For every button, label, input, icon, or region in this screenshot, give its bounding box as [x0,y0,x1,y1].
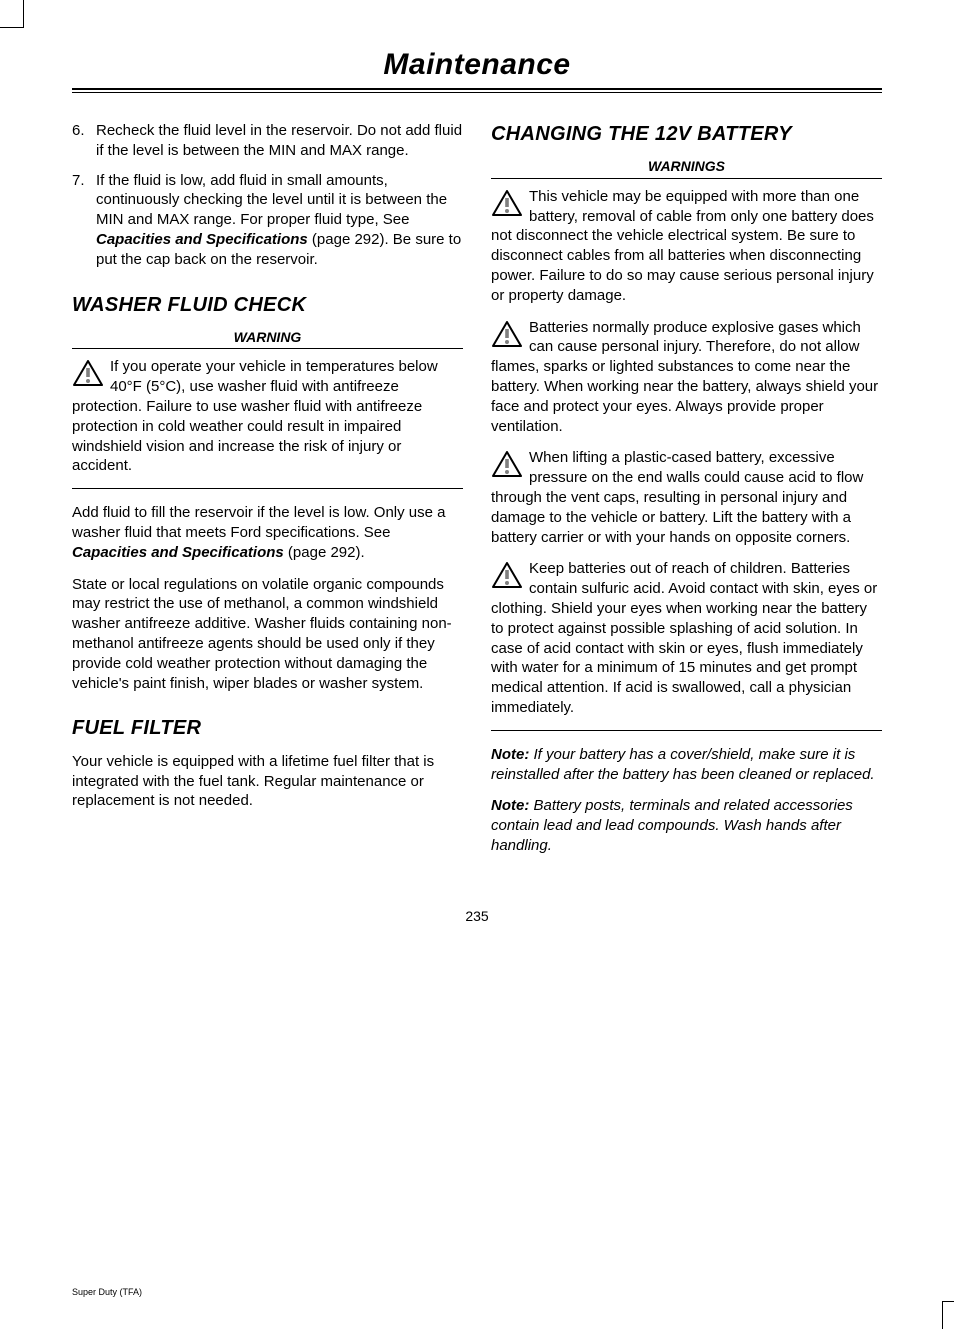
paragraph-fuel-filter: Your vehicle is equipped with a lifetime… [72,752,463,811]
warnings-rule-bottom [491,730,882,731]
note-text: If your battery has a cover/shield, make… [491,746,875,783]
warning-rule-top [72,348,463,349]
list-text: Recheck the fluid level in the reservoir… [96,121,463,161]
chapter-title: Maintenance [72,48,882,82]
footer-tag: Super Duty (TFA) [72,1287,142,1297]
text: (page 292). [284,544,365,561]
warning-triangle-icon [491,450,523,478]
warning-text: Keep batteries out of reach of children.… [491,560,877,716]
warnings-rule-top [491,178,882,179]
text: If the fluid is low, add fluid in small … [96,172,447,229]
title-rule-thin [72,92,882,93]
right-column: CHANGING THE 12V BATTERY WARNINGS This v… [491,121,882,868]
list-number: 7. [72,171,96,270]
warning-text: When lifting a plastic-cased battery, ex… [491,449,863,545]
note-label: Note: [491,797,529,814]
text: Add fluid to fill the reservoir if the l… [72,504,446,541]
list-item-6: 6. Recheck the fluid level in the reserv… [72,121,463,161]
paragraph-add-fluid: Add fluid to fill the reservoir if the l… [72,503,463,562]
heading-fuel-filter: FUEL FILTER [72,715,463,741]
note-label: Note: [491,746,529,763]
warnings-label: WARNINGS [491,157,882,175]
crop-mark-bottom-right [942,1301,954,1329]
left-column: 6. Recheck the fluid level in the reserv… [72,121,463,868]
list-number: 6. [72,121,96,161]
warning-block-1: This vehicle may be equipped with more t… [491,187,882,306]
warning-label: WARNING [72,328,463,346]
warning-text: This vehicle may be equipped with more t… [491,188,874,304]
title-rule-thick [72,88,882,90]
warning-text: If you operate your vehicle in temperatu… [72,358,438,474]
warning-block-2: Batteries normally produce explosive gas… [491,318,882,437]
heading-washer-fluid: WASHER FLUID CHECK [72,292,463,318]
note-2: Note: Battery posts, terminals and relat… [491,796,882,855]
paragraph-state-reg: State or local regulations on volatile o… [72,575,463,694]
warning-triangle-icon [491,561,523,589]
note-text: Battery posts, terminals and related acc… [491,797,853,854]
page-number: 235 [72,908,882,924]
warning-text: Batteries normally produce explosive gas… [491,319,878,435]
warning-triangle-icon [72,359,104,387]
warning-triangle-icon [491,320,523,348]
warning-rule-bottom [72,488,463,489]
list-text: If the fluid is low, add fluid in small … [96,171,463,270]
heading-12v-battery: CHANGING THE 12V BATTERY [491,121,882,147]
xref-capacities: Capacities and Specifications [96,231,308,248]
note-1: Note: If your battery has a cover/shield… [491,745,882,785]
warning-triangle-icon [491,189,523,217]
warning-block-4: Keep batteries out of reach of children.… [491,559,882,717]
xref-capacities: Capacities and Specifications [72,544,284,561]
page-container: Maintenance 6. Recheck the fluid level i… [0,0,954,964]
warning-block: If you operate your vehicle in temperatu… [72,357,463,476]
list-item-7: 7. If the fluid is low, add fluid in sma… [72,171,463,270]
crop-mark-top-left [0,0,24,28]
content-columns: 6. Recheck the fluid level in the reserv… [72,121,882,868]
warning-block-3: When lifting a plastic-cased battery, ex… [491,448,882,547]
